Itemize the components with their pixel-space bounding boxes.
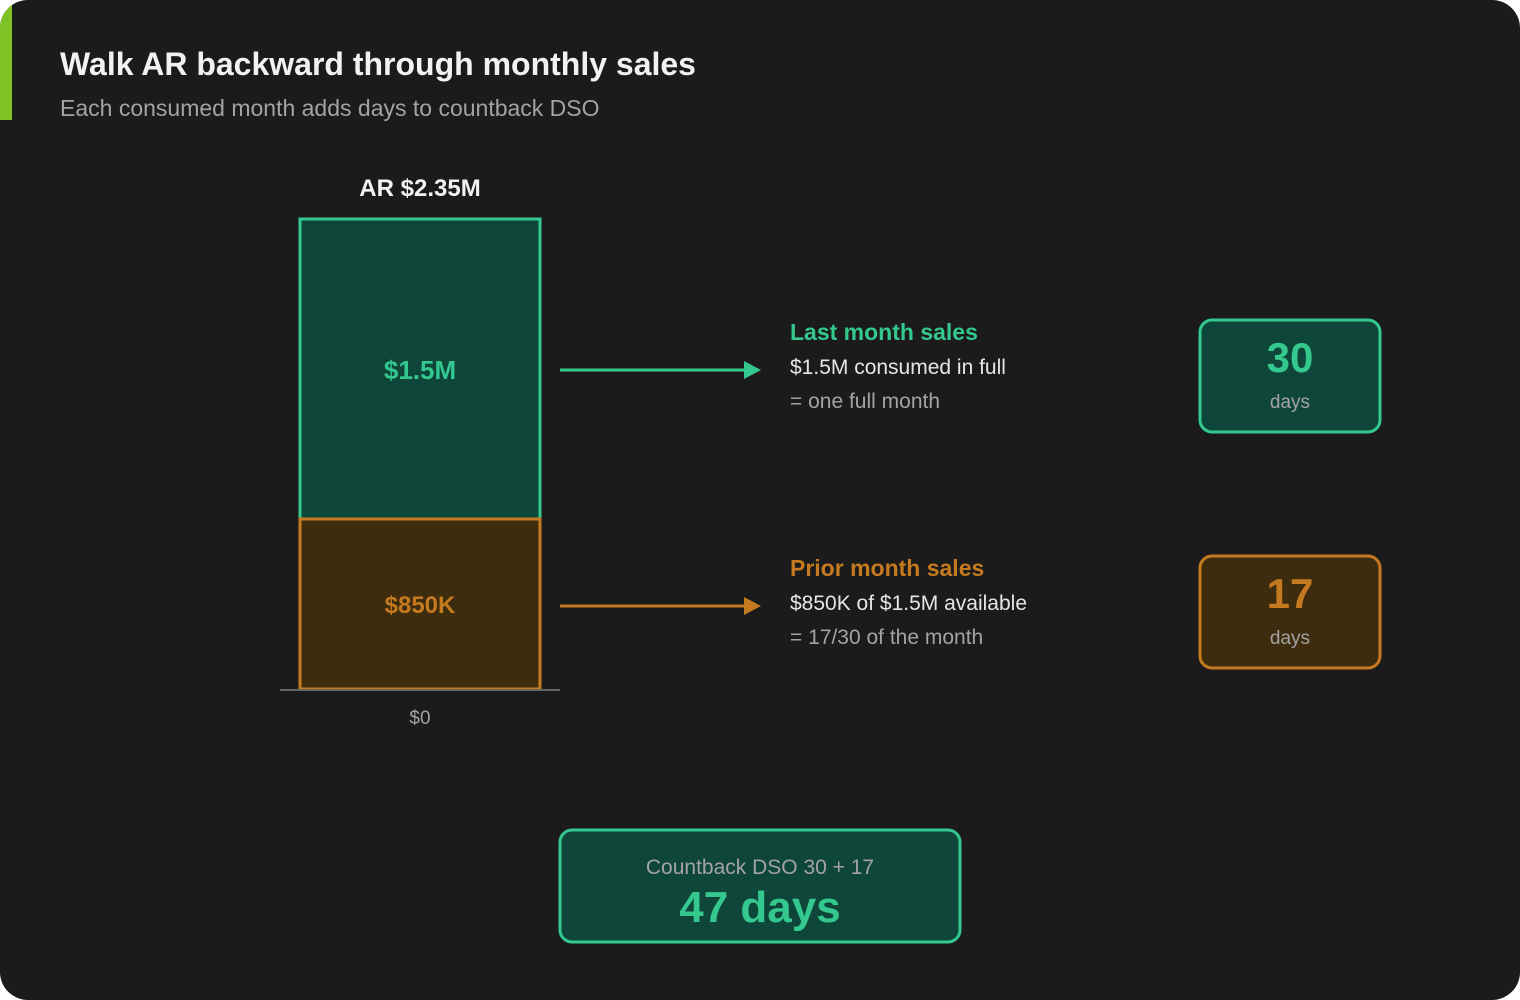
page-subtitle: Each consumed month adds days to countba… — [60, 95, 600, 121]
step-prior-month-heading: Prior month sales — [790, 555, 984, 581]
step-prior-month-detail: $850K of $1.5M available — [790, 592, 1027, 615]
arrow-last-month — [560, 361, 761, 379]
accent-strip — [0, 0, 12, 120]
days-unit-last-month: days — [1270, 392, 1310, 413]
ar-total-label: AR $2.35M — [359, 175, 480, 202]
prior-month-segment-label: $850K — [385, 592, 456, 619]
prior-month-segment — [298, 517, 542, 691]
last-month-segment-label: $1.5M — [384, 355, 456, 385]
result-box: Countback DSO 30 + 17 47 days — [558, 828, 962, 944]
step-last-month-note: = one full month — [790, 390, 940, 413]
days-value-prior-month: 17 — [1267, 570, 1314, 617]
last-month-segment — [298, 217, 542, 521]
baseline-label: $0 — [409, 708, 430, 729]
step-prior-month-note: = 17/30 of the month — [790, 626, 983, 649]
arrow-prior-month — [560, 597, 761, 615]
days-value-last-month: 30 — [1267, 334, 1314, 381]
days-box-prior-month: 17 days — [1198, 554, 1382, 670]
result-value: 47 days — [679, 883, 840, 932]
days-unit-prior-month: days — [1270, 628, 1310, 649]
step-last-month-detail: $1.5M consumed in full — [790, 356, 1006, 379]
result-caption: Countback DSO 30 + 17 — [646, 856, 874, 879]
page-title: Walk AR backward through monthly sales — [60, 46, 696, 82]
step-last-month-heading: Last month sales — [790, 319, 978, 345]
days-box-last-month: 30 days — [1198, 318, 1382, 434]
